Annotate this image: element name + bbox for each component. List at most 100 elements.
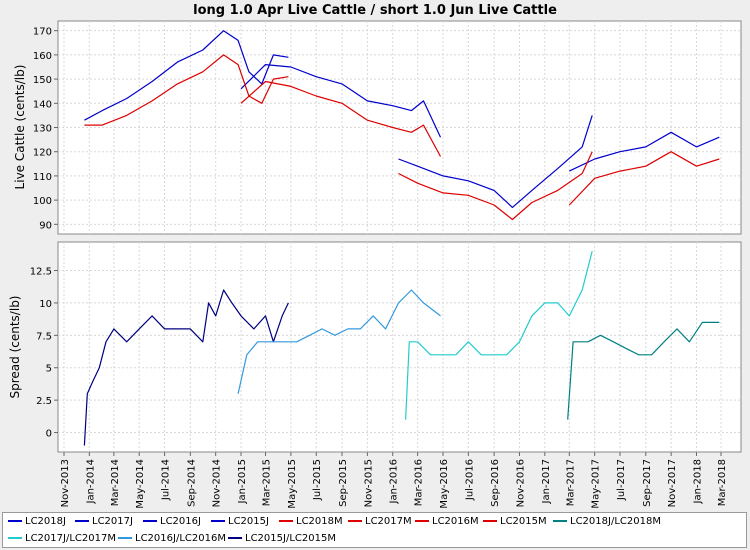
x-tick-label: Jan-2018	[692, 459, 703, 504]
series-lc2015m-line	[84, 54, 289, 126]
legend-item: LC2017J/LC2017M	[8, 533, 116, 544]
legend-label: LC2015J/LC2015M	[245, 533, 336, 544]
legend: LC2018J LC2017J LC2016J LC2015J LC2018M LC201…	[2, 512, 747, 548]
x-tick-label: Jan-2014	[85, 459, 96, 504]
legend-label: LC2018J	[25, 516, 66, 527]
series-lc2015j-line	[84, 30, 289, 121]
legend-item: LC2017M	[348, 516, 412, 527]
legend-swatch	[118, 537, 132, 539]
x-tick-label: Nov-2017	[667, 459, 678, 507]
legend-swatch	[143, 520, 157, 522]
x-axis-ticks: Nov-2013 Jan-2014 Mar-2014 May-2014 Jul-2014…	[60, 452, 728, 509]
legend-label: LC2016J/LC2016M	[135, 533, 226, 544]
y-tick-label: 10	[39, 299, 52, 310]
legend-item: LC2018M	[279, 516, 343, 527]
y-tick-label: 110	[33, 172, 52, 183]
legend-item: LC2016J/LC2016M	[118, 533, 226, 544]
legend-swatch	[8, 520, 22, 522]
series-lc2016j-lc2016m-line	[237, 289, 441, 394]
x-tick-label: Sep-2016	[490, 459, 501, 507]
y-tick-label: 7.5	[36, 331, 52, 342]
y-tick-label: 130	[33, 124, 52, 135]
legend-item: LC2018J	[8, 516, 66, 527]
bottom-plot-area	[57, 241, 742, 453]
y-tick-label: 5	[46, 364, 52, 375]
legend-swatch	[348, 520, 362, 522]
x-tick-label: Sep-2014	[186, 459, 197, 507]
bottom-y-axis-label: Spread (cents/lb)	[8, 296, 22, 399]
x-tick-label: May-2017	[591, 459, 602, 509]
x-tick-label: May-2016	[439, 459, 450, 509]
series-lc2016j-line	[240, 63, 442, 138]
y-tick-label: 170	[33, 27, 52, 38]
y-tick-label: 2.5	[36, 396, 52, 407]
legend-item: LC2018J/LC2018M	[553, 516, 661, 527]
legend-swatch	[553, 520, 567, 522]
series-lc2018j-lc2018m-line	[567, 321, 720, 420]
x-tick-label: Jan-2015	[237, 459, 248, 504]
legend-label: LC2015J	[228, 516, 269, 527]
legend-label: LC2018J/LC2018M	[570, 516, 661, 527]
x-tick-label: Jul-2017	[616, 459, 627, 501]
legend-item: LC2016J	[143, 516, 201, 527]
x-tick-label: Mar-2015	[262, 459, 273, 506]
series-lc2018m-line	[568, 151, 720, 206]
y-tick-label: 150	[33, 75, 52, 86]
chart-title: long 1.0 Apr Live Cattle / short 1.0 Jun…	[193, 3, 557, 18]
bottom-series-group	[83, 250, 720, 446]
legend-label: LC2017J	[92, 516, 133, 527]
x-tick-label: Jul-2016	[464, 459, 475, 501]
top-y-axis-label: Live Cattle (cents/lb)	[13, 65, 27, 190]
x-tick-label: Sep-2017	[642, 459, 653, 507]
top-series-group	[84, 30, 720, 221]
x-tick-label: Sep-2015	[338, 459, 349, 507]
x-tick-label: May-2015	[287, 459, 298, 509]
legend-swatch	[8, 537, 22, 539]
x-tick-label: May-2014	[135, 459, 146, 509]
legend-label: LC2017M	[365, 516, 412, 527]
legend-item: LC2015J	[211, 516, 269, 527]
legend-swatch	[483, 520, 497, 522]
y-tick-label: 140	[33, 99, 52, 110]
legend-swatch	[279, 520, 293, 522]
series-lc2017j-line	[398, 115, 593, 208]
y-tick-label: 90	[39, 220, 52, 231]
x-tick-label: Jul-2014	[161, 459, 172, 501]
series-lc2016m-line	[240, 80, 442, 157]
x-tick-label: Nov-2016	[515, 459, 526, 507]
x-tick-label: Jan-2017	[541, 459, 552, 504]
x-tick-label: Mar-2014	[110, 459, 121, 506]
legend-label: LC2016J	[160, 516, 201, 527]
x-tick-label: Mar-2016	[414, 459, 425, 506]
legend-swatch	[75, 520, 89, 522]
series-lc2017m-line	[398, 151, 593, 221]
y-tick-label: 160	[33, 51, 52, 62]
series-lc2018j-line	[569, 131, 720, 172]
y-tick-label: 12.5	[30, 267, 52, 278]
series-lc2015j-lc2015m-line	[83, 289, 289, 446]
x-tick-label: Jul-2015	[312, 459, 323, 501]
top-y-axis-ticks: 90 100 110 120 130 140 150 160 170	[33, 27, 58, 231]
legend-item: LC2015J/LC2015M	[228, 533, 336, 544]
legend-label: LC2015M	[500, 516, 547, 527]
x-tick-label: Jan-2016	[389, 459, 400, 504]
legend-item: LC2017J	[75, 516, 133, 527]
legend-label: LC2017J/LC2017M	[25, 533, 116, 544]
x-tick-label: Nov-2013	[60, 459, 71, 507]
legend-item: LC2015M	[483, 516, 547, 527]
legend-label: LC2018M	[296, 516, 343, 527]
top-gridlines	[58, 21, 741, 234]
x-tick-label: Nov-2015	[363, 459, 374, 507]
y-tick-label: 100	[33, 196, 52, 207]
y-tick-label: 120	[33, 148, 52, 159]
x-tick-label: Mar-2018	[717, 459, 728, 506]
legend-swatch	[228, 537, 242, 539]
series-lc2017j-lc2017m-line	[405, 250, 593, 420]
y-tick-label: 0	[46, 429, 52, 440]
legend-label: LC2016M	[432, 516, 479, 527]
bottom-y-axis-ticks: 0 2.5 5 7.5 10 12.5	[30, 267, 58, 440]
legend-item: LC2016M	[415, 516, 479, 527]
bottom-gridlines	[58, 242, 741, 452]
x-tick-label: Mar-2017	[565, 459, 576, 506]
